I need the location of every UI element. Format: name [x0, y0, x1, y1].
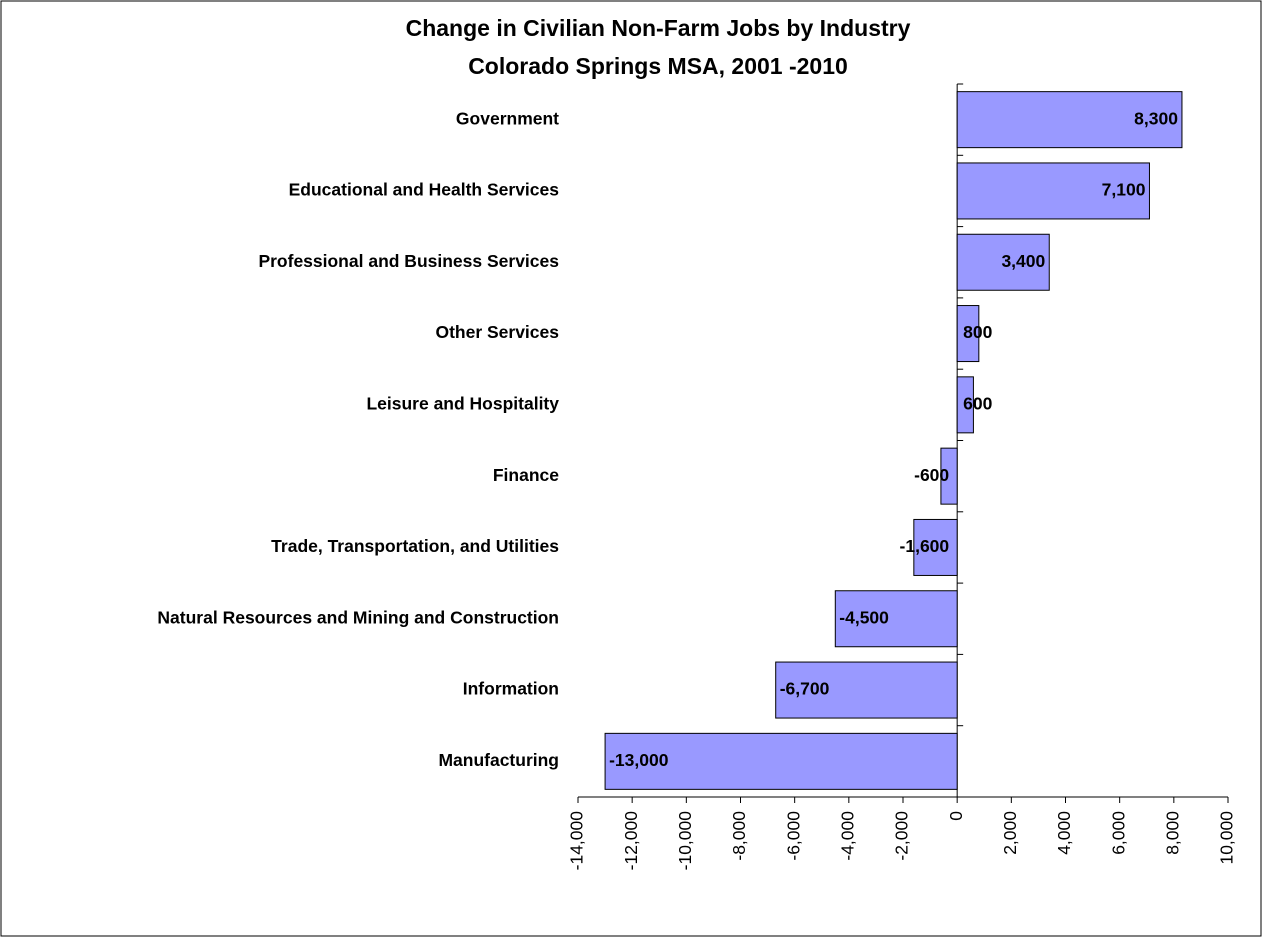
x-tick-label: -14,000 — [567, 811, 587, 871]
x-tick-label: 4,000 — [1054, 811, 1074, 855]
bar — [940, 447, 958, 505]
bar — [956, 305, 980, 363]
x-tick-label: -10,000 — [675, 811, 695, 871]
bar — [956, 233, 1050, 291]
y-tick-label: Natural Resources and Mining and Constru… — [157, 607, 559, 627]
data-label: -13,000 — [609, 750, 669, 770]
data-label: -600 — [914, 465, 949, 485]
y-tick-label: Leisure and Hospitality — [366, 393, 559, 413]
bar — [913, 518, 958, 576]
data-label: 800 — [963, 322, 992, 342]
data-label: 600 — [963, 393, 992, 413]
x-tick-label: -12,000 — [621, 811, 641, 871]
x-tick-label: -2,000 — [892, 811, 912, 861]
y-tick-label: Trade, Transportation, and Utilities — [271, 536, 559, 556]
bar — [834, 590, 958, 648]
chart-subtitle: Colorado Springs MSA, 2001 -2010 — [468, 53, 848, 79]
bar — [775, 661, 958, 719]
x-tick-label: 6,000 — [1108, 811, 1128, 855]
x-tick-label: -4,000 — [837, 811, 857, 861]
y-tick-label: Professional and Business Services — [258, 251, 559, 271]
chart-title: Change in Civilian Non-Farm Jobs by Indu… — [406, 15, 911, 41]
y-tick-label: Finance — [493, 465, 559, 485]
x-tick-label: 2,000 — [1000, 811, 1020, 855]
y-tick-label: Government — [456, 108, 559, 128]
data-label: -1,600 — [900, 536, 950, 556]
bar — [604, 732, 958, 790]
data-label: 3,400 — [1001, 251, 1045, 271]
y-tick-label: Educational and Health Services — [289, 180, 560, 200]
y-tick-label: Other Services — [435, 322, 559, 342]
x-tick-label: -6,000 — [783, 811, 803, 861]
x-tick-label: -8,000 — [729, 811, 749, 861]
x-tick-label: 8,000 — [1162, 811, 1182, 855]
bar — [956, 162, 1150, 220]
data-label: -6,700 — [780, 679, 830, 699]
bar — [956, 376, 974, 434]
data-label: 8,300 — [1134, 108, 1178, 128]
data-label: -4,500 — [839, 607, 889, 627]
y-tick-label: Information — [463, 679, 559, 699]
data-label: 7,100 — [1102, 180, 1146, 200]
x-tick-label: 10,000 — [1217, 811, 1237, 865]
x-tick-label: 0 — [946, 811, 966, 821]
bar — [956, 91, 1183, 149]
y-tick-label: Manufacturing — [438, 750, 559, 770]
